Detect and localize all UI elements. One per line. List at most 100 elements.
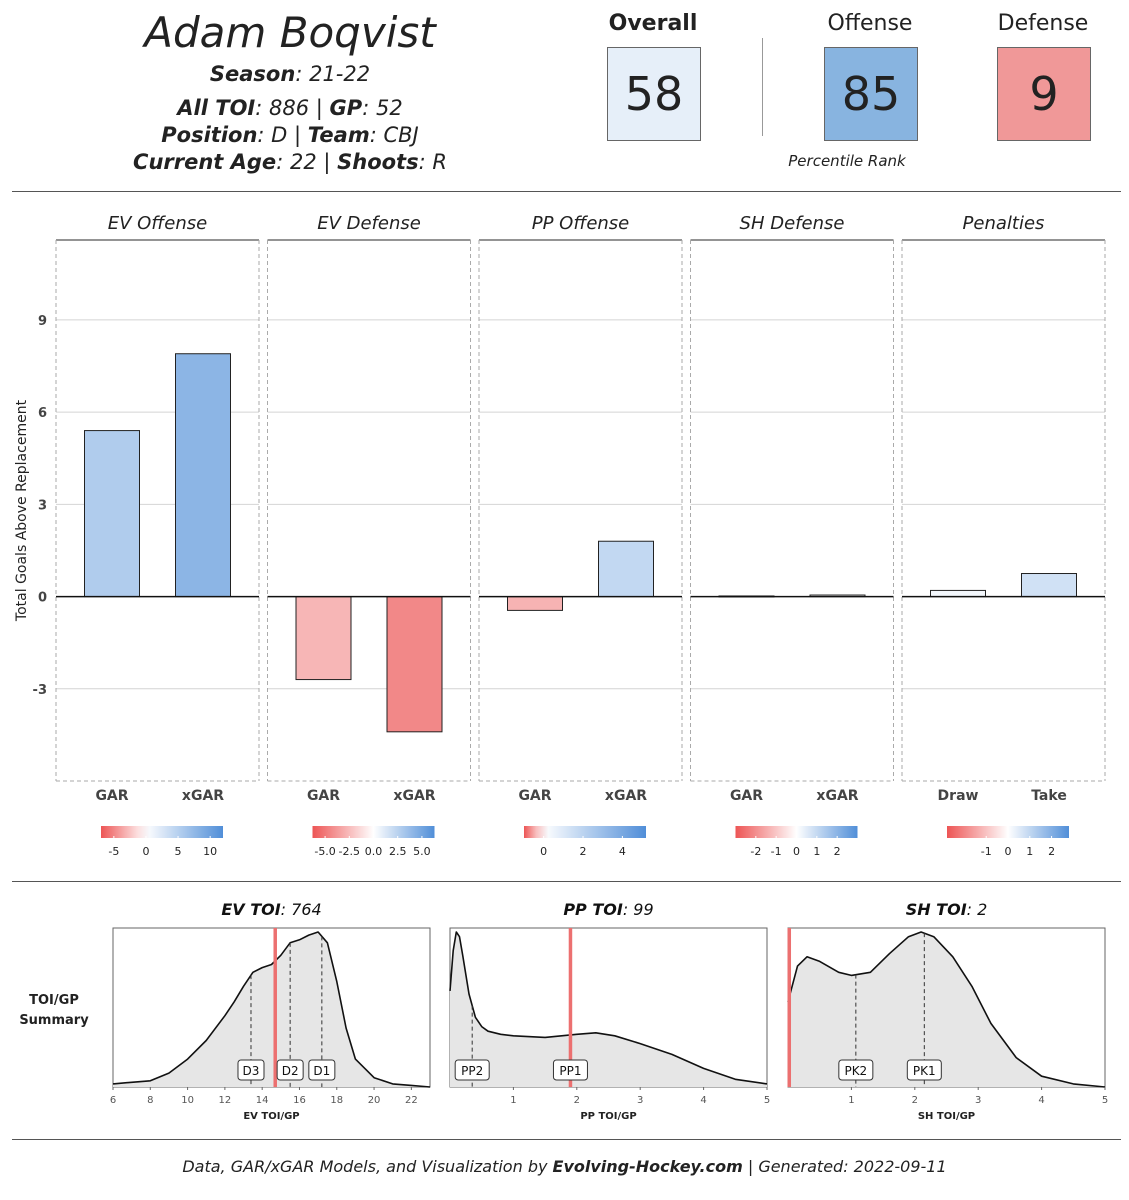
y-tick-label: 3: [38, 498, 47, 513]
x-tick-label: Take: [1031, 788, 1067, 804]
panel-title: SH Defense: [740, 213, 845, 234]
role-marker-box: [276, 1059, 304, 1081]
legend-tick-label: 0: [540, 845, 547, 858]
legend-tick-label: 2: [580, 845, 587, 858]
legend-tick-label: 5.0: [413, 845, 431, 858]
rank-divider: [762, 38, 763, 136]
toi-panel-ev-toi-gp: EV TOI: 764 D3 D2 D1 6 8 10 12 14 16 18 20 22 EV TOI/…: [110, 900, 431, 1122]
panel-title: PP Offense: [532, 213, 630, 234]
toi-panel-sh-toi-gp: SH TOI: 2 PK2 PK1 1 2 3 4 5 SH TOI/GP: [787, 900, 1108, 1122]
bar-take: [1021, 573, 1077, 598]
season-line: Season: 21-22: [209, 62, 371, 86]
x-tick-label: 18: [330, 1095, 343, 1106]
x-tick-label: 22: [405, 1095, 418, 1106]
legend-tick-label: 0: [142, 845, 149, 858]
role-marker-label: PP2: [461, 1064, 483, 1078]
footer-brand: Evolving-Hockey.com: [552, 1157, 743, 1176]
footer: Data, GAR/xGAR Models, and Visualization…: [0, 1157, 1129, 1176]
x-tick-label: 4: [700, 1095, 706, 1106]
legend-tick-label: -1: [981, 845, 992, 858]
legend-tick-label: 10: [203, 845, 217, 858]
toi-row-label-line2: Summary: [19, 1013, 89, 1028]
percentile-rank-caption: Percentile Rank: [788, 152, 906, 170]
toi-panel-pp-toi-gp: PP TOI: 99 PP2 PP1 1 2 3 4 5 PP TOI/GP: [449, 900, 770, 1122]
age-label: Current Age: [133, 150, 277, 174]
role-marker-label: D1: [313, 1064, 330, 1078]
x-tick-label: 5: [1102, 1095, 1108, 1106]
bar-gar: [295, 596, 352, 681]
x-tick-label: 3: [637, 1095, 643, 1106]
x-tick-label: 6: [110, 1095, 116, 1106]
bar-gar: [507, 596, 563, 611]
legend-tick-label: 5: [175, 845, 182, 858]
bar-xgar: [598, 540, 654, 598]
legend-tick-label: 2: [1048, 845, 1055, 858]
legend-tick-label: 2.5: [389, 845, 407, 858]
panel-title: EV Offense: [108, 213, 208, 234]
legend-tick-label: 2: [834, 845, 841, 858]
gar-panel-pp-offense: PP Offense GAR xGAR 0 2 4: [478, 213, 683, 858]
position-value: D: [271, 123, 288, 147]
shoots-value: R: [432, 150, 447, 174]
legend-tick-label: 1: [813, 845, 820, 858]
bar-xgar: [175, 353, 231, 598]
role-marker-box: [552, 1059, 588, 1081]
x-axis-label: PP TOI/GP: [580, 1111, 636, 1122]
x-tick-label: 4: [1038, 1095, 1044, 1106]
density-curve: [449, 931, 768, 1085]
team-value: CBJ: [383, 123, 419, 147]
legend-tick-label: 0: [1005, 845, 1012, 858]
x-tick-label: xGAR: [182, 788, 224, 804]
density-area: [113, 932, 430, 1087]
season-value: 21-22: [309, 62, 371, 86]
toi-panel-title: PP TOI: 99: [563, 900, 653, 919]
legend-tick-label: -5: [108, 845, 119, 858]
role-marker-box: [237, 1059, 265, 1081]
bar-xgar: [386, 596, 443, 733]
color-legend-bar: [735, 826, 858, 838]
offense-rank-box: 85: [824, 47, 918, 141]
bar-draw: [930, 589, 986, 598]
x-tick-label: xGAR: [605, 788, 647, 804]
role-marker-label: PK2: [844, 1064, 867, 1078]
y-tick-label: 6: [38, 406, 47, 421]
overall-rank-title: Overall: [608, 11, 698, 36]
bottom-divider: [12, 1139, 1121, 1140]
top-divider: [12, 191, 1121, 192]
x-tick-label: 14: [256, 1095, 269, 1106]
player-name: Adam Boqvist: [144, 8, 436, 57]
x-tick-label: 1: [848, 1095, 854, 1106]
defense-rank-title: Defense: [997, 11, 1089, 36]
x-tick-label: 1: [510, 1095, 516, 1106]
gar-bar-chart: Total Goals Above Replacement 9 6 3 0 -3 EV Of…: [14, 213, 1106, 858]
shoots-label: Shoots: [337, 150, 419, 174]
density-area: [788, 932, 1105, 1087]
toi-panel-title: SH TOI: 2: [906, 900, 988, 919]
toi-panel-title: EV TOI: 764: [221, 900, 321, 919]
footer-prefix: Data, GAR/xGAR Models, and Visualization…: [182, 1157, 553, 1176]
x-tick-label: xGAR: [816, 788, 858, 804]
position-label: Position: [161, 123, 258, 147]
legend-tick-label: -2: [750, 845, 761, 858]
toi-row-label-line1: TOI/GP: [29, 993, 79, 1008]
x-tick-label: 2: [574, 1095, 580, 1106]
panel-title: EV Defense: [317, 213, 421, 234]
y-axis-label: Total Goals Above Replacement: [14, 399, 30, 622]
x-tick-label: Draw: [938, 788, 979, 804]
gar-panel-ev-offense: EV Offense GAR xGAR -5 0 5 10: [55, 213, 260, 858]
bar-gar: [84, 430, 140, 598]
toi-value: 886: [269, 96, 310, 120]
density-area: [450, 932, 767, 1087]
legend-tick-label: -5.0: [314, 845, 335, 858]
x-tick-label: 2: [912, 1095, 918, 1106]
legend-tick-label: 0: [793, 845, 800, 858]
offense-rank-title: Offense: [827, 11, 913, 36]
gar-panel-ev-defense: EV Defense GAR xGAR -5.0 -2.5 0.0 2.5 5.0: [267, 213, 471, 858]
gp-value: 52: [375, 96, 403, 120]
y-tick-label: 9: [38, 314, 47, 329]
y-tick-label: 0: [38, 591, 47, 606]
x-axis-label: SH TOI/GP: [918, 1111, 975, 1122]
gar-panel-sh-defense: SH Defense GAR xGAR -2 -1 0 1 2: [690, 213, 894, 858]
team-label: Team: [307, 123, 370, 147]
x-tick-label: GAR: [730, 788, 763, 804]
